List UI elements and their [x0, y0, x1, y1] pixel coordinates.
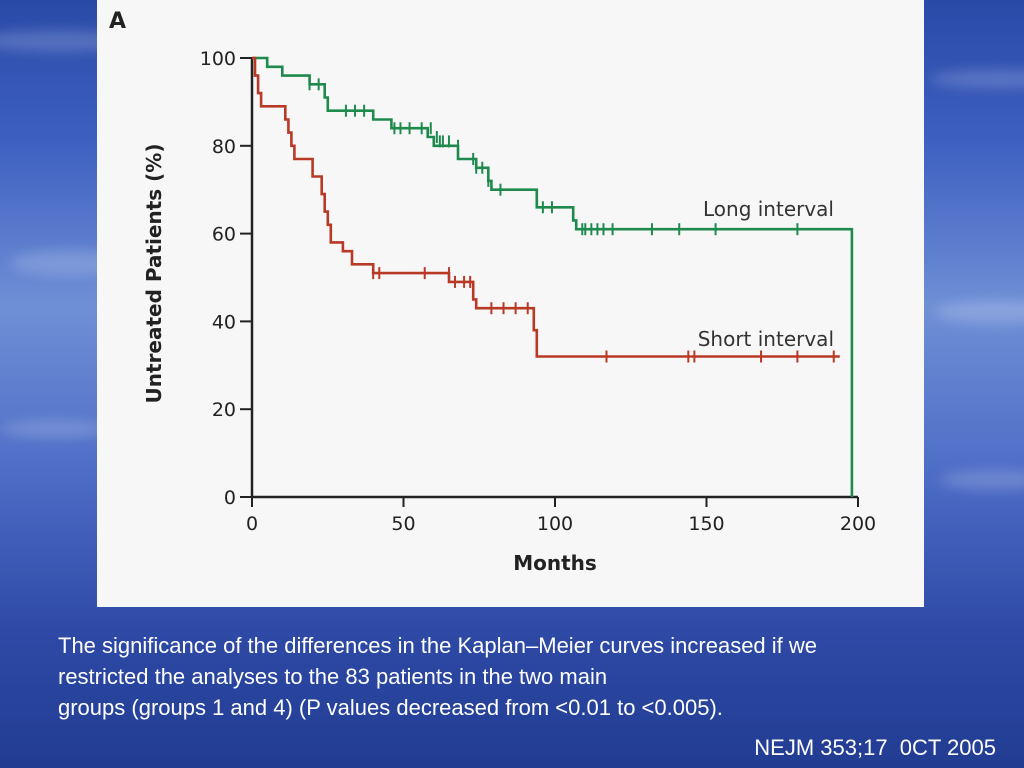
background-streak	[0, 420, 110, 438]
x-tick-label: 200	[840, 513, 876, 535]
y-tick-label: 100	[200, 48, 236, 70]
background-streak	[935, 300, 1024, 324]
short-interval-label: Short interval	[698, 327, 834, 351]
short-interval-curve	[252, 56, 840, 358]
background-streak	[940, 470, 1024, 490]
citation: NEJM 353;17 0CT 2005	[754, 735, 996, 760]
figure-panel: A 0 20 40 60 80 100 0 50 100 150 200 Months Untreated…	[97, 0, 924, 607]
long-interval-curve	[252, 56, 854, 497]
x-tick-label: 50	[391, 513, 415, 535]
long-interval-label: Long interval	[703, 197, 834, 221]
caption: The significance of the differences in t…	[58, 630, 978, 723]
x-tick-label: 150	[688, 513, 724, 535]
y-tick-label: 0	[224, 487, 236, 509]
x-tick-label: 0	[246, 513, 258, 535]
y-axis-label: Untreated Patients (%)	[142, 144, 166, 404]
panel-label: A	[109, 9, 126, 34]
background-streak	[930, 70, 1024, 88]
kaplan-meier-chart: A 0 20 40 60 80 100 0 50 100 150 200 Months Untreated…	[109, 9, 876, 575]
caption-line: The significance of the differences in t…	[58, 633, 818, 658]
x-tick-label: 100	[537, 513, 573, 535]
y-tick-label: 20	[212, 399, 236, 421]
y-tick-label: 80	[212, 136, 236, 158]
caption-line: groups (groups 1 and 4) (P values decrea…	[58, 695, 723, 720]
y-tick-label: 40	[212, 311, 236, 333]
caption-line: restricted the analyses to the 83 patien…	[58, 664, 608, 689]
y-tick-label: 60	[212, 224, 236, 246]
x-axis-label: Months	[513, 551, 597, 575]
